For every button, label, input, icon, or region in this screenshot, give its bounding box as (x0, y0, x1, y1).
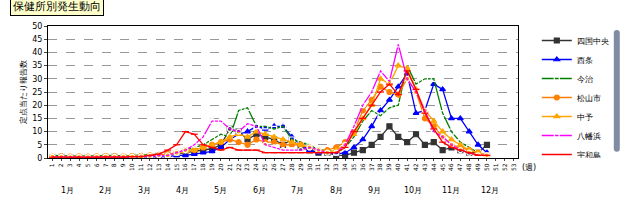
svg-text:12: 12 (146, 163, 153, 171)
svg-text:19: 19 (208, 163, 215, 171)
svg-text:12月: 12月 (481, 186, 499, 195)
svg-text:41: 41 (403, 163, 410, 171)
svg-text:0: 0 (37, 154, 42, 163)
svg-text:45: 45 (439, 163, 446, 171)
svg-text:20: 20 (32, 101, 42, 110)
svg-text:52: 52 (501, 163, 508, 171)
svg-text:中予: 中予 (577, 113, 593, 122)
svg-text:11: 11 (137, 163, 144, 171)
svg-text:1: 1 (48, 163, 55, 167)
svg-text:5: 5 (37, 141, 42, 150)
svg-text:40: 40 (394, 163, 401, 171)
svg-text:23: 23 (243, 163, 250, 171)
svg-text:26: 26 (270, 163, 277, 171)
svg-text:51: 51 (492, 163, 499, 171)
svg-text:1月: 1月 (61, 186, 74, 195)
svg-text:八幡浜: 八幡浜 (577, 132, 601, 141)
svg-text:10: 10 (128, 163, 135, 171)
svg-text:25: 25 (261, 163, 268, 171)
svg-text:25: 25 (32, 88, 42, 97)
svg-text:10月: 10月 (404, 186, 422, 195)
svg-text:24: 24 (252, 163, 259, 171)
svg-text:31: 31 (314, 163, 321, 171)
svg-text:39: 39 (385, 163, 392, 171)
svg-text:10: 10 (32, 127, 42, 136)
svg-text:33: 33 (332, 163, 339, 171)
svg-text:42: 42 (412, 163, 419, 171)
svg-text:20: 20 (217, 163, 224, 171)
svg-text:四国中央: 四国中央 (577, 37, 609, 46)
svg-text:17: 17 (190, 163, 197, 171)
svg-text:(週): (週) (522, 163, 536, 172)
svg-text:6: 6 (93, 163, 100, 167)
svg-text:西条: 西条 (577, 56, 593, 65)
svg-text:6月: 6月 (253, 186, 266, 195)
svg-text:50: 50 (32, 22, 42, 31)
svg-text:47: 47 (456, 163, 463, 171)
svg-text:22: 22 (235, 163, 242, 171)
svg-text:7月: 7月 (291, 186, 304, 195)
svg-text:2: 2 (57, 163, 64, 167)
svg-text:38: 38 (377, 163, 384, 171)
svg-text:32: 32 (323, 163, 330, 171)
svg-text:松山市: 松山市 (577, 94, 601, 103)
svg-text:5月: 5月 (214, 186, 227, 195)
svg-text:11月: 11月 (442, 186, 460, 195)
svg-text:29: 29 (297, 163, 304, 171)
svg-text:4月: 4月 (176, 186, 189, 195)
svg-text:9月: 9月 (368, 186, 381, 195)
svg-text:今治: 今治 (577, 75, 593, 84)
svg-text:保健所別発生動向: 保健所別発生動向 (13, 0, 101, 13)
svg-text:2月: 2月 (99, 186, 112, 195)
svg-text:45: 45 (32, 35, 42, 44)
svg-text:46: 46 (447, 163, 454, 171)
svg-text:40: 40 (32, 48, 42, 57)
svg-text:3月: 3月 (138, 186, 151, 195)
svg-text:44: 44 (430, 163, 437, 171)
svg-text:宇和島: 宇和島 (577, 151, 601, 158)
svg-text:28: 28 (288, 163, 295, 171)
svg-text:13: 13 (155, 163, 162, 171)
svg-text:5: 5 (84, 163, 91, 167)
svg-text:14: 14 (164, 163, 171, 171)
svg-text:30: 30 (306, 163, 313, 171)
svg-text:7: 7 (102, 163, 109, 167)
svg-text:3: 3 (66, 163, 73, 167)
svg-text:8月: 8月 (330, 186, 343, 195)
svg-text:53: 53 (510, 163, 517, 171)
svg-text:15: 15 (173, 163, 180, 171)
svg-text:50: 50 (483, 163, 490, 171)
svg-text:37: 37 (368, 163, 375, 171)
svg-text:8: 8 (110, 163, 117, 167)
svg-text:34: 34 (341, 163, 348, 171)
svg-text:30: 30 (32, 75, 42, 84)
svg-text:48: 48 (465, 163, 472, 171)
svg-text:21: 21 (226, 163, 233, 171)
svg-text:16: 16 (181, 163, 188, 171)
svg-text:43: 43 (421, 163, 428, 171)
svg-text:35: 35 (32, 61, 42, 70)
svg-text:9: 9 (119, 163, 126, 167)
svg-text:18: 18 (199, 163, 206, 171)
svg-text:27: 27 (279, 163, 286, 171)
svg-text:35: 35 (350, 163, 357, 171)
svg-text:49: 49 (474, 163, 481, 171)
svg-text:36: 36 (359, 163, 366, 171)
svg-text:15: 15 (32, 114, 42, 123)
svg-text:定点当たり報告数: 定点当たり報告数 (19, 60, 28, 124)
svg-text:4: 4 (75, 163, 82, 167)
